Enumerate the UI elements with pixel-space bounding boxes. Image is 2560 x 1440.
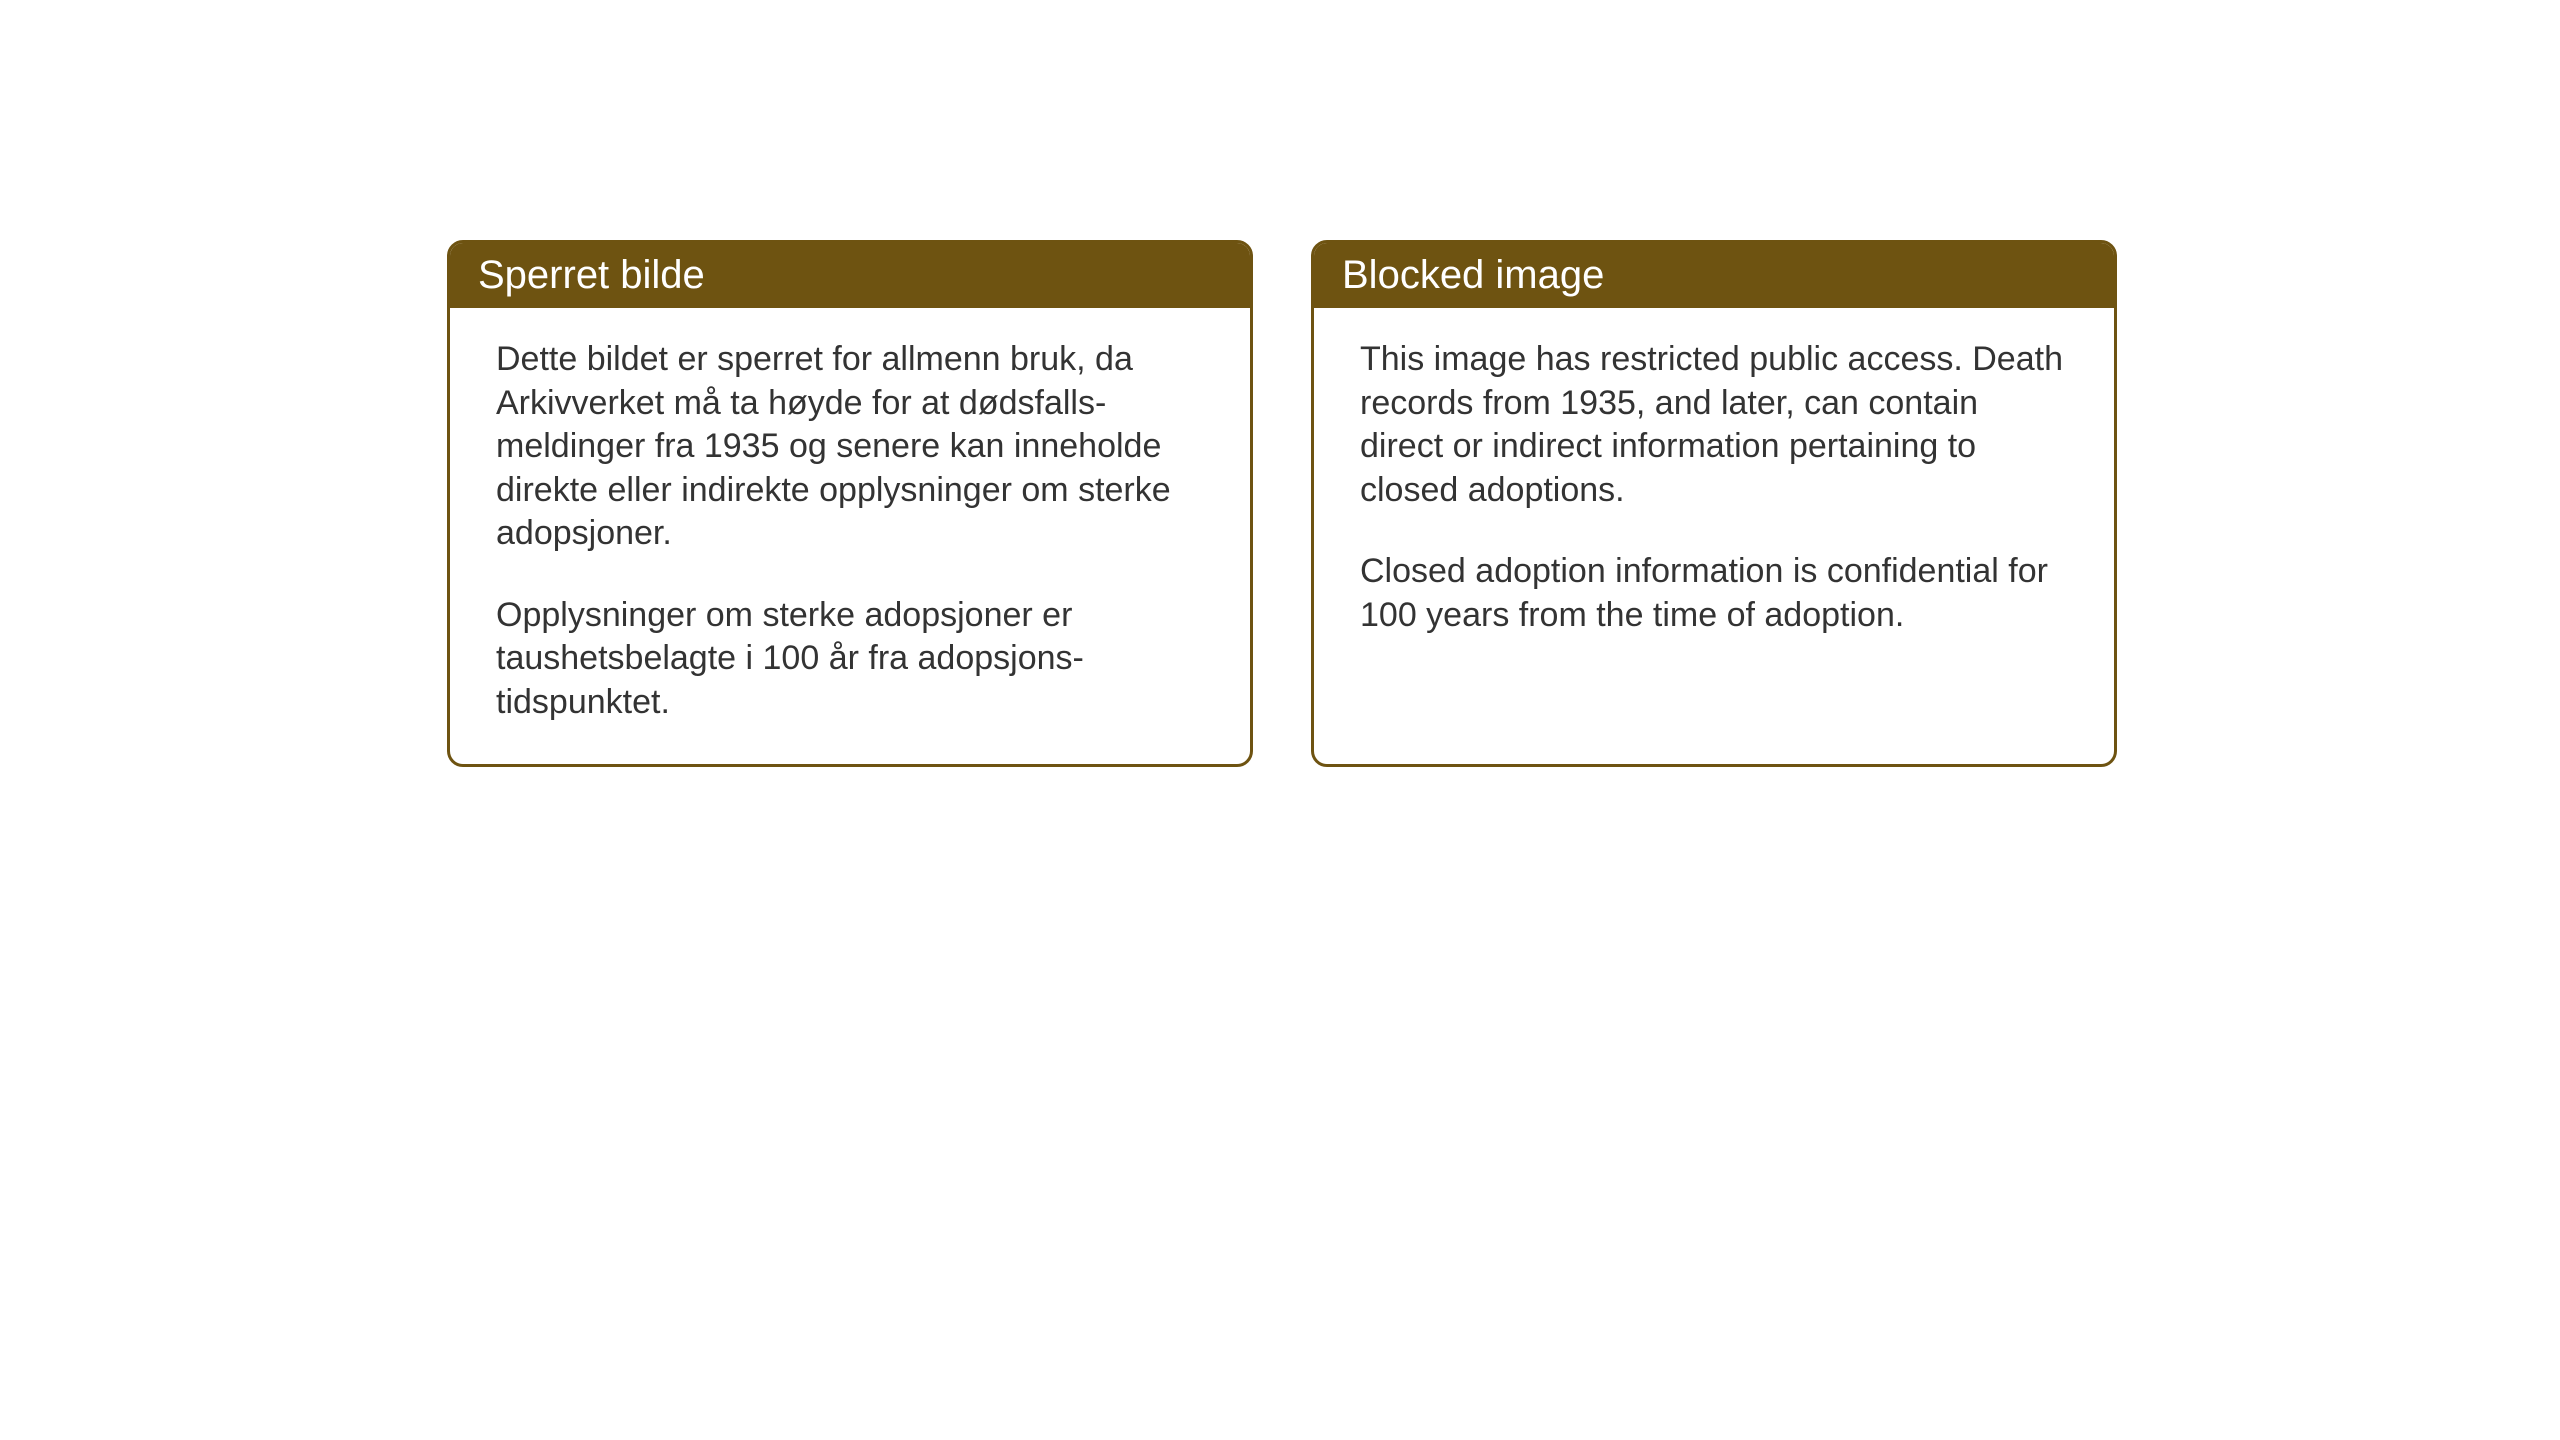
norwegian-card-header: Sperret bilde bbox=[450, 243, 1250, 308]
norwegian-card-title: Sperret bilde bbox=[478, 253, 705, 297]
english-paragraph-2: Closed adoption information is confident… bbox=[1360, 550, 2068, 637]
norwegian-paragraph-2: Opplysninger om sterke adopsjoner er tau… bbox=[496, 594, 1204, 725]
english-paragraph-1: This image has restricted public access.… bbox=[1360, 338, 2068, 512]
norwegian-notice-card: Sperret bilde Dette bildet er sperret fo… bbox=[447, 240, 1253, 767]
notice-container: Sperret bilde Dette bildet er sperret fo… bbox=[447, 240, 2117, 767]
norwegian-paragraph-1: Dette bildet er sperret for allmenn bruk… bbox=[496, 338, 1204, 556]
english-notice-card: Blocked image This image has restricted … bbox=[1311, 240, 2117, 767]
norwegian-card-body: Dette bildet er sperret for allmenn bruk… bbox=[450, 308, 1250, 764]
english-card-title: Blocked image bbox=[1342, 253, 1604, 297]
english-card-body: This image has restricted public access.… bbox=[1314, 308, 2114, 723]
english-card-header: Blocked image bbox=[1314, 243, 2114, 308]
